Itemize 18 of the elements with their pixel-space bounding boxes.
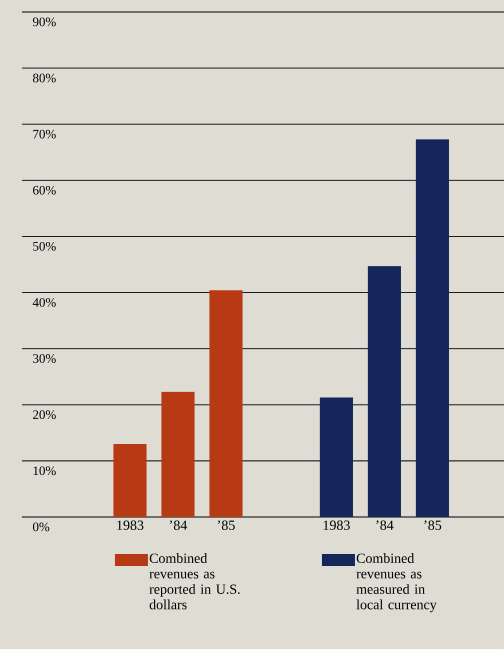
x-tick-label: ’84 — [376, 520, 394, 530]
x-tick-label: ’85 — [424, 520, 442, 530]
x-tick-label: ’84 — [170, 520, 188, 530]
legend-label: Combined revenues as reported in U.S. dollars — [149, 553, 240, 610]
x-tick-label: ’85 — [218, 520, 235, 530]
y-tick-label: 20% — [33, 410, 56, 420]
x-tick-label: 1983 — [324, 520, 350, 530]
y-tick-label: 10% — [34, 466, 56, 476]
x-tick-label: 1983 — [117, 520, 144, 530]
y-tick-label: 0% — [33, 522, 50, 532]
y-tick-label: 50% — [33, 242, 56, 251]
y-tick-label: 30% — [33, 354, 56, 363]
y-tick-label: 90% — [32, 18, 56, 26]
legend-label: Combined revenues as measured in local currency — [356, 553, 437, 612]
y-tick-label: 80% — [33, 74, 56, 82]
y-tick-label: 70% — [33, 130, 56, 139]
y-tick-label: 40% — [32, 298, 56, 307]
y-tick-label: 60% — [33, 186, 56, 195]
